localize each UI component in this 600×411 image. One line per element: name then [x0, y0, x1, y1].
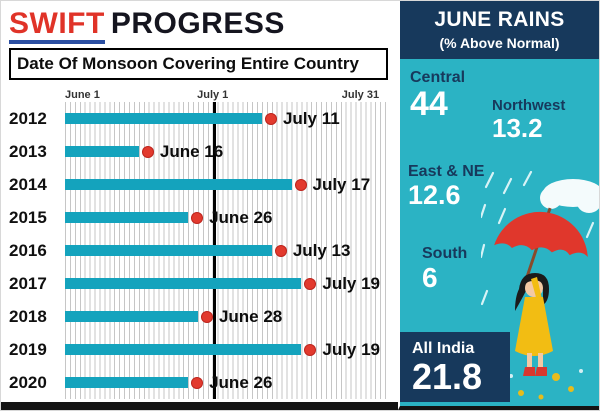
end-date-dot	[191, 211, 204, 224]
chart-row-2015: 2015 June 26	[9, 201, 390, 234]
chart-row-2020: 2020 June 26	[9, 366, 390, 399]
monsoon-coverage-bar	[65, 344, 302, 355]
june-rains-panel: JUNE RAINS (% Above Normal) Central 44 N…	[398, 1, 599, 410]
date-label: July 11	[282, 108, 340, 128]
monsoon-chart: June 1 July 1 July 31 2012 July 11	[9, 86, 390, 399]
chart-row-2017: 2017 July 19	[9, 267, 390, 300]
end-date-dot	[304, 277, 317, 290]
bar-track: July 19	[65, 267, 390, 300]
axis-tick-july1: July 1	[197, 89, 229, 101]
chart-row-2016: 2016 July 13	[9, 234, 390, 267]
monsoon-coverage-bar	[65, 278, 302, 289]
end-date-dot	[191, 376, 204, 389]
end-date-dot	[294, 178, 307, 191]
date-label: July 19	[322, 273, 381, 293]
stat-label: Central	[410, 69, 466, 86]
date-label: June 28	[218, 306, 283, 326]
monsoon-coverage-bar	[65, 245, 272, 256]
bar-track: July 19	[65, 333, 390, 366]
monsoon-coverage-bar	[65, 212, 189, 223]
bar-track: July 13	[65, 234, 390, 267]
stat-label: Northwest	[492, 97, 566, 114]
year-label: 2016	[9, 240, 47, 260]
all-india-value: 21.8	[412, 356, 483, 398]
end-date-dot	[304, 343, 317, 356]
monsoon-coverage-bar	[65, 179, 292, 190]
bar-track: June 28	[65, 300, 390, 333]
axis-tick-july31: July 31	[341, 89, 380, 101]
rain-streaks-icon	[481, 171, 595, 306]
stat-central: Central 44	[410, 69, 465, 123]
stat-label: East & NE	[408, 163, 485, 180]
bar-track: July 17	[65, 168, 390, 201]
monsoon-coverage-bar	[65, 311, 198, 322]
chart-row-2018: 2018 June 28	[9, 300, 390, 333]
axis-tick-june1: June 1	[65, 89, 100, 101]
cloud-icon	[540, 179, 599, 213]
end-date-dot	[264, 112, 277, 125]
chart-row-2012: 2012 July 11	[9, 102, 390, 135]
date-label: July 19	[322, 339, 381, 359]
date-label: July 13	[292, 240, 351, 260]
stat-value: 6	[422, 262, 438, 293]
year-label: 2020	[9, 372, 47, 392]
panel-subtitle: (% Above Normal)	[439, 35, 560, 51]
panel-title: JUNE RAINS	[434, 8, 565, 31]
stat-northwest: Northwest 13.2	[492, 97, 565, 142]
rain-umbrella-illustration	[481, 171, 599, 400]
date-label: June 26	[209, 372, 273, 392]
year-label: 2015	[9, 207, 47, 227]
bar-track: June 26	[65, 201, 390, 234]
stat-value: 12.6	[408, 180, 461, 210]
chart-subtitle: Date Of Monsoon Covering Entire Country	[9, 48, 388, 80]
stat-south: South 6	[422, 245, 467, 292]
date-label: June 26	[209, 207, 273, 227]
panel-body: Central 44 Northwest 13.2 East & NE 12.6…	[400, 59, 599, 406]
bar-track: July 11	[65, 102, 390, 135]
chart-row-2014: 2014 July 17	[9, 168, 390, 201]
end-date-dot	[274, 244, 287, 257]
title-word-swift: SWIFT	[9, 9, 105, 44]
woman-figure-icon	[515, 273, 553, 376]
monsoon-coverage-bar	[65, 377, 189, 388]
stat-east-ne: East & NE 12.6	[408, 163, 484, 209]
monsoon-coverage-bar	[65, 146, 139, 157]
bar-track: June 16	[65, 135, 390, 168]
all-india-box: All India 21.8	[400, 332, 510, 402]
x-axis: June 1 July 1 July 31	[65, 86, 390, 102]
chart-row-2019: 2019 July 19	[9, 333, 390, 366]
panel-header: JUNE RAINS (% Above Normal)	[400, 1, 599, 59]
chart-section: SWIFT PROGRESS Date Of Monsoon Covering E…	[1, 1, 398, 410]
year-label: 2013	[9, 141, 47, 161]
bar-track: June 26	[65, 366, 390, 399]
main-title: SWIFT PROGRESS	[9, 7, 390, 44]
stat-value: 13.2	[492, 113, 543, 143]
year-label: 2019	[9, 339, 47, 359]
year-label: 2018	[9, 306, 47, 326]
title-word-progress: PROGRESS	[110, 7, 285, 40]
year-label: 2017	[9, 273, 47, 293]
year-label: 2012	[9, 108, 47, 128]
chart-row-2013: 2013 June 16	[9, 135, 390, 168]
date-label: June 16	[159, 141, 224, 161]
all-india-label: All India	[412, 340, 475, 358]
end-date-dot	[200, 310, 213, 323]
stat-label: South	[422, 245, 468, 262]
monsoon-coverage-bar	[65, 113, 262, 124]
date-label: July 17	[312, 174, 371, 194]
stat-value: 44	[410, 85, 448, 123]
end-date-dot	[141, 145, 154, 158]
year-label: 2014	[9, 174, 47, 194]
plot-area: 2012 July 11 2013 June 16	[9, 102, 390, 399]
splash-white-icon	[509, 369, 583, 378]
